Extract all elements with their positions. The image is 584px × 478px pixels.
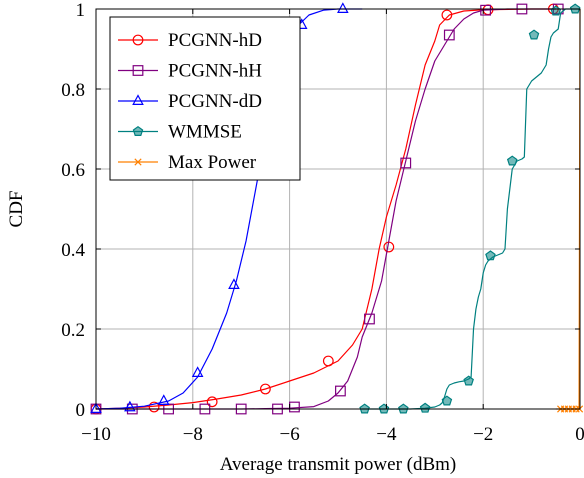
x-tick-label: 0 bbox=[575, 424, 584, 445]
series-line bbox=[555, 8, 581, 410]
legend-marker bbox=[132, 125, 144, 136]
x-axis-title: Average transmit power (dBm) bbox=[220, 454, 457, 475]
legend-label: PCGNN-dD bbox=[168, 91, 262, 112]
y-tick-label: 0.8 bbox=[61, 80, 85, 101]
legend: PCGNN-hD PCGNN-hH PCGNN-dD WMMSE Max Power bbox=[109, 16, 301, 181]
y-tick-label: 0.6 bbox=[61, 160, 85, 181]
data-point-square bbox=[400, 157, 412, 169]
y-tick-label: 0.2 bbox=[61, 320, 85, 341]
y-tick-label: 1 bbox=[76, 0, 86, 21]
data-point-triangle bbox=[124, 400, 136, 412]
series-line bbox=[95, 8, 363, 410]
data-point-triangle bbox=[90, 402, 102, 413]
legend-entry: WMMSE bbox=[118, 122, 242, 143]
legend-marker bbox=[132, 94, 144, 105]
legend-entries: PCGNN-hD PCGNN-hH PCGNN-dD WMMSE Max Power bbox=[118, 30, 262, 173]
legend-box bbox=[109, 16, 301, 181]
axis-ticks: −10 −8 −6 −4 −2 0 0 0.2 0.4 0.6 0.8 1 bbox=[61, 0, 584, 445]
data-point-pentagon bbox=[419, 402, 431, 413]
data-point-circle bbox=[260, 383, 271, 395]
series-wmmse bbox=[359, 3, 581, 414]
data-point-triangle bbox=[228, 278, 240, 289]
y-tick-label: 0.4 bbox=[61, 240, 85, 261]
data-point-circle bbox=[206, 396, 218, 408]
legend-entry: PCGNN-hH bbox=[118, 61, 262, 82]
data-point-pentagon bbox=[485, 250, 496, 261]
x-tick-label: −10 bbox=[81, 424, 111, 445]
data-point-triangle bbox=[157, 394, 170, 405]
legend-marker bbox=[134, 158, 142, 166]
data-point-pentagon bbox=[528, 29, 540, 40]
data-point-pentagon bbox=[506, 155, 518, 166]
series-line bbox=[96, 8, 556, 410]
legend-marker bbox=[132, 65, 144, 76]
legend-marker bbox=[132, 34, 144, 46]
data-point-square bbox=[480, 4, 492, 16]
data-point-pentagon bbox=[441, 395, 453, 406]
series-line bbox=[362, 8, 580, 410]
data-point-pentagon bbox=[463, 375, 474, 386]
legend-entry: PCGNN-dD bbox=[118, 91, 262, 112]
data-point-pentagon bbox=[550, 5, 562, 16]
legend-entry: PCGNN-hD bbox=[118, 30, 262, 51]
legend-entry: Max Power bbox=[118, 152, 257, 173]
data-point-circle bbox=[322, 355, 334, 367]
x-tick-label: −2 bbox=[473, 424, 493, 445]
y-tick-label: 0 bbox=[76, 400, 86, 421]
legend-label: PCGNN-hD bbox=[168, 30, 262, 51]
series-line bbox=[95, 8, 556, 410]
legend-label: PCGNN-hH bbox=[168, 61, 262, 82]
data-point-circle bbox=[148, 401, 160, 413]
legend-label: WMMSE bbox=[168, 122, 242, 143]
series-max-power bbox=[555, 8, 584, 413]
series-pcgnn-dd bbox=[90, 2, 363, 413]
plot-frame bbox=[95, 8, 581, 410]
data-point-square bbox=[443, 29, 455, 41]
legend-label: Max Power bbox=[168, 152, 257, 173]
y-axis-title: CDF bbox=[6, 191, 27, 228]
x-tick-label: −4 bbox=[376, 424, 397, 445]
data-point-square bbox=[335, 385, 346, 397]
data-point-triangle bbox=[191, 366, 204, 377]
data-point-square bbox=[364, 313, 375, 325]
x-tick-label: −6 bbox=[279, 424, 299, 445]
data-point-circle bbox=[441, 9, 453, 21]
x-tick-label: −8 bbox=[183, 424, 203, 445]
data-point-square bbox=[289, 401, 300, 413]
data-point-triangle bbox=[337, 2, 349, 13]
